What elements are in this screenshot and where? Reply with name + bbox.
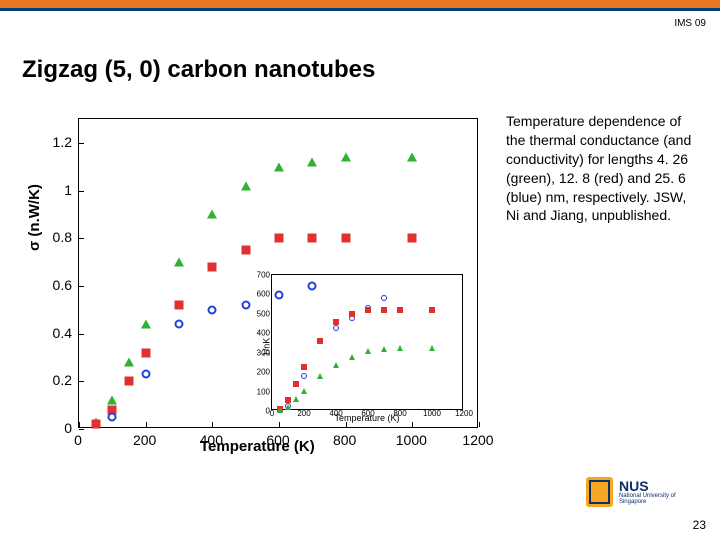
inset-data-point — [381, 346, 387, 352]
y-tick: 0.8 — [12, 229, 72, 245]
data-point — [341, 234, 350, 243]
y-tick: 0.6 — [12, 277, 72, 293]
inset-data-point — [277, 407, 283, 413]
data-point — [308, 281, 317, 290]
inset-data-point — [301, 364, 307, 370]
inset-data-point — [333, 325, 339, 331]
inset-data-point — [429, 345, 435, 351]
inset-data-point — [301, 388, 307, 394]
data-point — [307, 157, 317, 166]
data-point — [208, 305, 217, 314]
inset-chart: Temperature (K)1/nK010020030040050060070… — [271, 274, 463, 410]
data-point — [174, 258, 184, 267]
inset-data-point — [365, 307, 371, 313]
inset-data-point — [293, 396, 299, 402]
data-point — [108, 413, 117, 422]
data-point — [274, 162, 284, 171]
inset-data-point — [349, 354, 355, 360]
main-chart: σ (n.W/K) Temperature (K) Temperature (K… — [22, 106, 492, 464]
x-tick: 600 — [258, 432, 298, 448]
data-point — [241, 181, 251, 190]
y-tick: 1 — [12, 182, 72, 198]
x-tick: 200 — [125, 432, 165, 448]
data-point — [207, 210, 217, 219]
inset-data-point — [301, 373, 307, 379]
data-point — [407, 153, 417, 162]
data-point — [241, 301, 250, 310]
data-point — [91, 420, 100, 429]
crest-icon — [586, 477, 613, 507]
data-point — [141, 370, 150, 379]
data-point — [275, 291, 284, 300]
y-tick: 1.2 — [12, 134, 72, 150]
data-point — [241, 246, 250, 255]
data-point — [308, 234, 317, 243]
data-point — [175, 320, 184, 329]
logo-subtext: National University of Singapore — [619, 493, 696, 505]
page-number: 23 — [693, 518, 706, 532]
inset-data-point — [317, 338, 323, 344]
page-title: Zigzag (5, 0) carbon nanotubes — [22, 56, 375, 84]
data-point — [124, 358, 134, 367]
inset-data-point — [333, 319, 339, 325]
inset-data-point — [333, 362, 339, 368]
inset-data-point — [317, 373, 323, 379]
orange-bar — [0, 0, 720, 8]
logo-text: NUS — [619, 479, 696, 493]
data-point — [141, 348, 150, 357]
plot-area: Temperature (K)1/nK010020030040050060070… — [78, 118, 478, 428]
y-tick: 0 — [12, 420, 72, 436]
inset-data-point — [349, 311, 355, 317]
x-tick: 400 — [191, 432, 231, 448]
data-point — [275, 234, 284, 243]
blue-bar — [0, 8, 720, 11]
data-point — [107, 396, 117, 405]
data-point — [125, 377, 134, 386]
inset-data-point — [293, 381, 299, 387]
inset-data-point — [285, 397, 291, 403]
inset-data-point — [381, 307, 387, 313]
inset-data-point — [285, 404, 291, 410]
inset-data-point — [397, 345, 403, 351]
data-point — [175, 301, 184, 310]
x-tick: 800 — [325, 432, 365, 448]
header-label: IMS 09 — [674, 18, 706, 29]
data-point — [141, 320, 151, 329]
y-tick: 0.2 — [12, 372, 72, 388]
inset-data-point — [381, 295, 387, 301]
inset-data-point — [365, 348, 371, 354]
y-tick: 0.4 — [12, 325, 72, 341]
x-tick: 1000 — [391, 432, 431, 448]
data-point — [208, 262, 217, 271]
nus-logo: NUS National University of Singapore — [586, 474, 696, 510]
data-point — [408, 234, 417, 243]
inset-data-point — [429, 307, 435, 313]
data-point — [341, 153, 351, 162]
inset-data-point — [397, 307, 403, 313]
caption: Temperature dependence of the thermal co… — [506, 112, 696, 225]
x-tick: 1200 — [458, 432, 498, 448]
